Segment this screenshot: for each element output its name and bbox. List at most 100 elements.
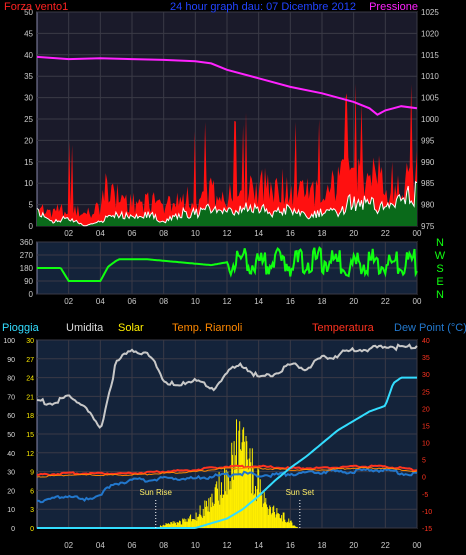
y-solar-tick-label: 0 xyxy=(30,526,34,533)
y-right-tick-label: 35 xyxy=(422,355,430,362)
panel1-data xyxy=(36,55,418,227)
y-left-tick-label: 10 xyxy=(24,179,33,188)
y-right-tick-label: 15 xyxy=(422,423,430,430)
panel2-axes: 0 90 180 270 360 02 04 06 08 10 12 14 16 18 20 22 00 xyxy=(20,238,422,306)
y-left-tick-label: 20 xyxy=(24,136,33,145)
heat-index-label: Temp. Riarnoli xyxy=(172,322,242,334)
y-solar-tick-label: 6 xyxy=(30,488,34,495)
x-tick-label: 04 xyxy=(96,229,105,238)
x-tick-label: 00 xyxy=(413,297,422,306)
y-left-tick-label: 40 xyxy=(7,451,15,458)
y-right-tick-label: 1010 xyxy=(421,72,439,81)
x-tick-label: 22 xyxy=(381,297,390,306)
y-right-tick-label: 25 xyxy=(422,389,430,396)
y-right-tick-label: 990 xyxy=(421,158,435,167)
y-left-tick-label: 0 xyxy=(11,526,15,533)
temperature-label: Temperatura xyxy=(312,322,375,334)
x-tick-label: 02 xyxy=(64,541,73,550)
y-right-tick-label: 1020 xyxy=(421,29,439,38)
x-tick-label: 00 xyxy=(413,541,422,550)
y-left-tick-label: 40 xyxy=(24,51,33,60)
y-right-tick-label: 1025 xyxy=(421,8,439,17)
y-right-tick-label: 5 xyxy=(422,458,426,465)
x-tick-label: 16 xyxy=(286,297,295,306)
x-tick-label: 02 xyxy=(64,229,73,238)
x-tick-label: 06 xyxy=(128,229,137,238)
x-tick-label: 22 xyxy=(381,229,390,238)
y-right-tick-label: 1005 xyxy=(421,94,439,103)
x-tick-label: 02 xyxy=(64,297,73,306)
x-tick-label: 08 xyxy=(159,541,168,550)
y-right-tick-label: -5 xyxy=(422,492,428,499)
y-right-tick-label: 995 xyxy=(421,136,435,145)
sun-markers: Sun Rise Sun Set xyxy=(140,488,315,528)
compass-label-s: S xyxy=(436,263,443,275)
y-right-tick-label: 30 xyxy=(422,372,430,379)
x-tick-label: 18 xyxy=(318,297,327,306)
panel3-header: Pioggia Umidita Solar Temp. Riarnoli Tem… xyxy=(2,322,466,334)
x-tick-label: 18 xyxy=(318,229,327,238)
y-solar-tick-label: 12 xyxy=(26,451,34,458)
y-solar-tick-label: 18 xyxy=(26,413,34,420)
x-tick-label: 14 xyxy=(254,541,263,550)
y-left-tick-label: 0 xyxy=(29,222,34,231)
x-tick-label: 08 xyxy=(159,229,168,238)
y-solar-tick-label: 30 xyxy=(26,338,34,345)
y-right-tick-label: 1015 xyxy=(421,51,439,60)
x-tick-label: 20 xyxy=(349,229,358,238)
x-tick-label: 04 xyxy=(96,297,105,306)
y-solar-tick-label: 9 xyxy=(30,470,34,477)
y-left-tick-label: 5 xyxy=(29,201,34,210)
y-solar-tick-label: 3 xyxy=(30,507,34,514)
wind-average-series xyxy=(36,180,418,227)
x-tick-label: 06 xyxy=(128,541,137,550)
x-tick-label: 06 xyxy=(128,297,137,306)
heat-index-series xyxy=(36,466,418,478)
humidity-label: Umidita xyxy=(66,322,104,334)
y-right-tick-label: 40 xyxy=(422,338,430,345)
compass-label-n: N xyxy=(436,289,444,301)
y-tick-label: 0 xyxy=(29,290,34,299)
panel3-axes: 0102030405060708090100036912151821242730… xyxy=(3,338,432,550)
y-tick-label: 180 xyxy=(20,264,34,273)
y-left-tick-label: 90 xyxy=(7,357,15,364)
x-tick-label: 18 xyxy=(318,541,327,550)
sun-marker-label: Sun Rise xyxy=(140,488,173,497)
x-tick-label: 20 xyxy=(349,297,358,306)
pressure-series xyxy=(36,55,418,116)
x-tick-label: 22 xyxy=(381,541,390,550)
dew-point-series xyxy=(36,467,418,504)
y-tick-label: 360 xyxy=(20,238,34,247)
x-tick-label: 00 xyxy=(413,229,422,238)
y-left-tick-label: 20 xyxy=(7,488,15,495)
y-right-tick-label: 20 xyxy=(422,406,430,413)
y-solar-tick-label: 24 xyxy=(26,376,34,383)
y-left-tick-label: 30 xyxy=(24,94,33,103)
y-left-tick-label: 30 xyxy=(7,470,15,477)
solar-label: Solar xyxy=(118,322,144,334)
x-tick-label: 16 xyxy=(286,541,295,550)
y-left-tick-label: 15 xyxy=(24,158,33,167)
x-tick-label: 10 xyxy=(191,297,200,306)
y-right-tick-label: -10 xyxy=(422,509,432,516)
y-right-tick-label: 1000 xyxy=(421,115,439,124)
x-tick-label: 12 xyxy=(223,541,232,550)
x-tick-label: 14 xyxy=(254,297,263,306)
y-left-tick-label: 100 xyxy=(3,338,15,345)
x-tick-label: 08 xyxy=(159,297,168,306)
x-tick-label: 12 xyxy=(223,229,232,238)
compass-label-w: W xyxy=(435,250,446,262)
panel1-axes: 0510152025303540455097598098599099510001… xyxy=(24,8,439,238)
wind-label: Forza vento1 xyxy=(4,1,68,13)
y-right-tick-label: 0 xyxy=(422,475,426,482)
pressure-label: Pressione xyxy=(369,1,418,13)
rain-label: Pioggia xyxy=(2,322,40,334)
y-left-tick-label: 80 xyxy=(7,376,15,383)
panel2-data xyxy=(37,246,418,282)
y-left-tick-label: 60 xyxy=(7,413,15,420)
y-right-tick-label: 975 xyxy=(421,222,435,231)
humidity-series xyxy=(36,343,418,429)
compass-label-n: N xyxy=(436,237,444,249)
